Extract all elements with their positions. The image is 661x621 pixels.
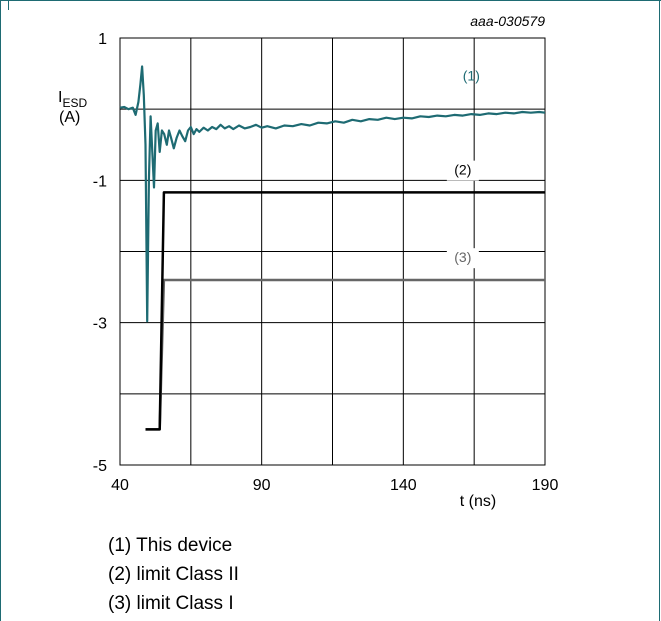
series-limit-class-ii [145,191,545,431]
legend-item-limit-class-i: (3) limit Class I [108,593,234,614]
y-tick-labels: 1 -1 -3 -5 [93,31,107,475]
legend-item-limit-class-ii: (2) limit Class II [108,564,239,585]
grid [119,37,546,466]
x-tick-label-2: 140 [390,477,417,494]
figure-frame-right [659,0,660,621]
y-axis-label: IESD [58,89,87,110]
y-tick-label-1: -1 [93,173,107,190]
x-tick-label-3: 190 [532,477,559,494]
series-label-bg-3 [446,248,479,269]
series-limit-class-i [145,278,545,431]
figure-id: aaa-030579 [470,13,545,29]
y-axis-unit: (A) [59,109,80,126]
x-tick-labels: 40 90 140 190 [111,477,558,494]
series-label-3: (3) [454,249,471,265]
series-label-1: (1) [463,68,480,84]
x-axis-label: t (ns) [460,493,496,510]
series-lines [119,65,546,431]
y-axis-label-sub: ESD [62,96,87,110]
figure-frame-left [0,0,1,621]
x-tick-label-0: 40 [111,477,129,494]
y-tick-label-2: -3 [93,316,107,333]
esd-current-chart: aaa-030579 IESD (A) t (ns) 40 90 140 190 1 -… [58,13,558,510]
figure-frame-top [0,0,661,1]
plot-area [119,37,546,466]
series-this-device [119,65,546,323]
series-label-2: (2) [454,162,471,178]
x-tick-label-1: 90 [253,477,271,494]
legend: (1) This device (2) limit Class II (3) l… [108,531,239,618]
figure-frame-tick [8,0,9,10]
series-labels: (1) (2) (3) [446,68,480,269]
y-axis-label-main: I [58,89,62,106]
legend-item-this-device: (1) This device [108,535,233,556]
y-tick-label-0: 1 [98,31,107,48]
series-label-bg-2 [446,160,479,181]
y-tick-label-3: -5 [93,458,107,475]
